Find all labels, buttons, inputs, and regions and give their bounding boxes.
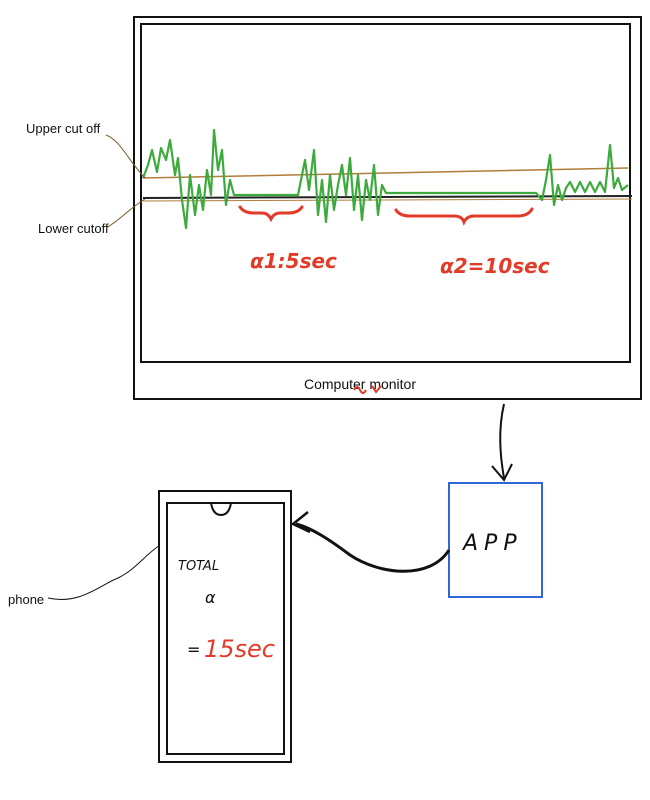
interval-2-brace [394,207,534,226]
phone-leader [47,544,161,600]
phone-total-value: 15sec [204,635,275,663]
phone-notch-icon [210,502,232,517]
monitor-frame [133,16,642,400]
arrowhead-left-icon [290,511,311,534]
signal-waveform [141,128,629,230]
arrowhead-down-icon [491,463,513,482]
lower-cutoff-label: Lower cutoff [38,221,109,236]
upper-cutoff-line [142,167,629,179]
computer-monitor: Computer monitor [133,16,642,400]
red-scribble [353,385,382,394]
interval-1-label: α1:5sec [250,249,337,273]
phone-device: TOTAL α = 15sec [158,490,292,763]
monitor-label: Computer monitor [304,376,416,392]
arrow-monitor-to-app [499,403,505,479]
app-label: APP [461,531,523,556]
interval-2-label: α2=10sec [440,254,550,278]
interval-1-brace [238,205,304,223]
lower-cutoff-leader [105,198,146,229]
arrow-app-to-phone [295,522,451,573]
lower-cutoff-line-shadow [142,198,633,202]
phone-total-label: TOTAL [178,559,219,574]
phone-label: phone [8,592,44,607]
upper-cutoff-label: Upper cut off [26,121,101,136]
phone-frame [158,490,292,763]
app-box [448,482,543,598]
upper-cutoff-leader [105,134,146,179]
phone-equals-sign: = [187,640,200,659]
lower-cutoff-line [142,195,633,199]
phone-screen [166,502,285,755]
monitor-screen [140,23,631,363]
phone-alpha-label: α [205,588,216,607]
